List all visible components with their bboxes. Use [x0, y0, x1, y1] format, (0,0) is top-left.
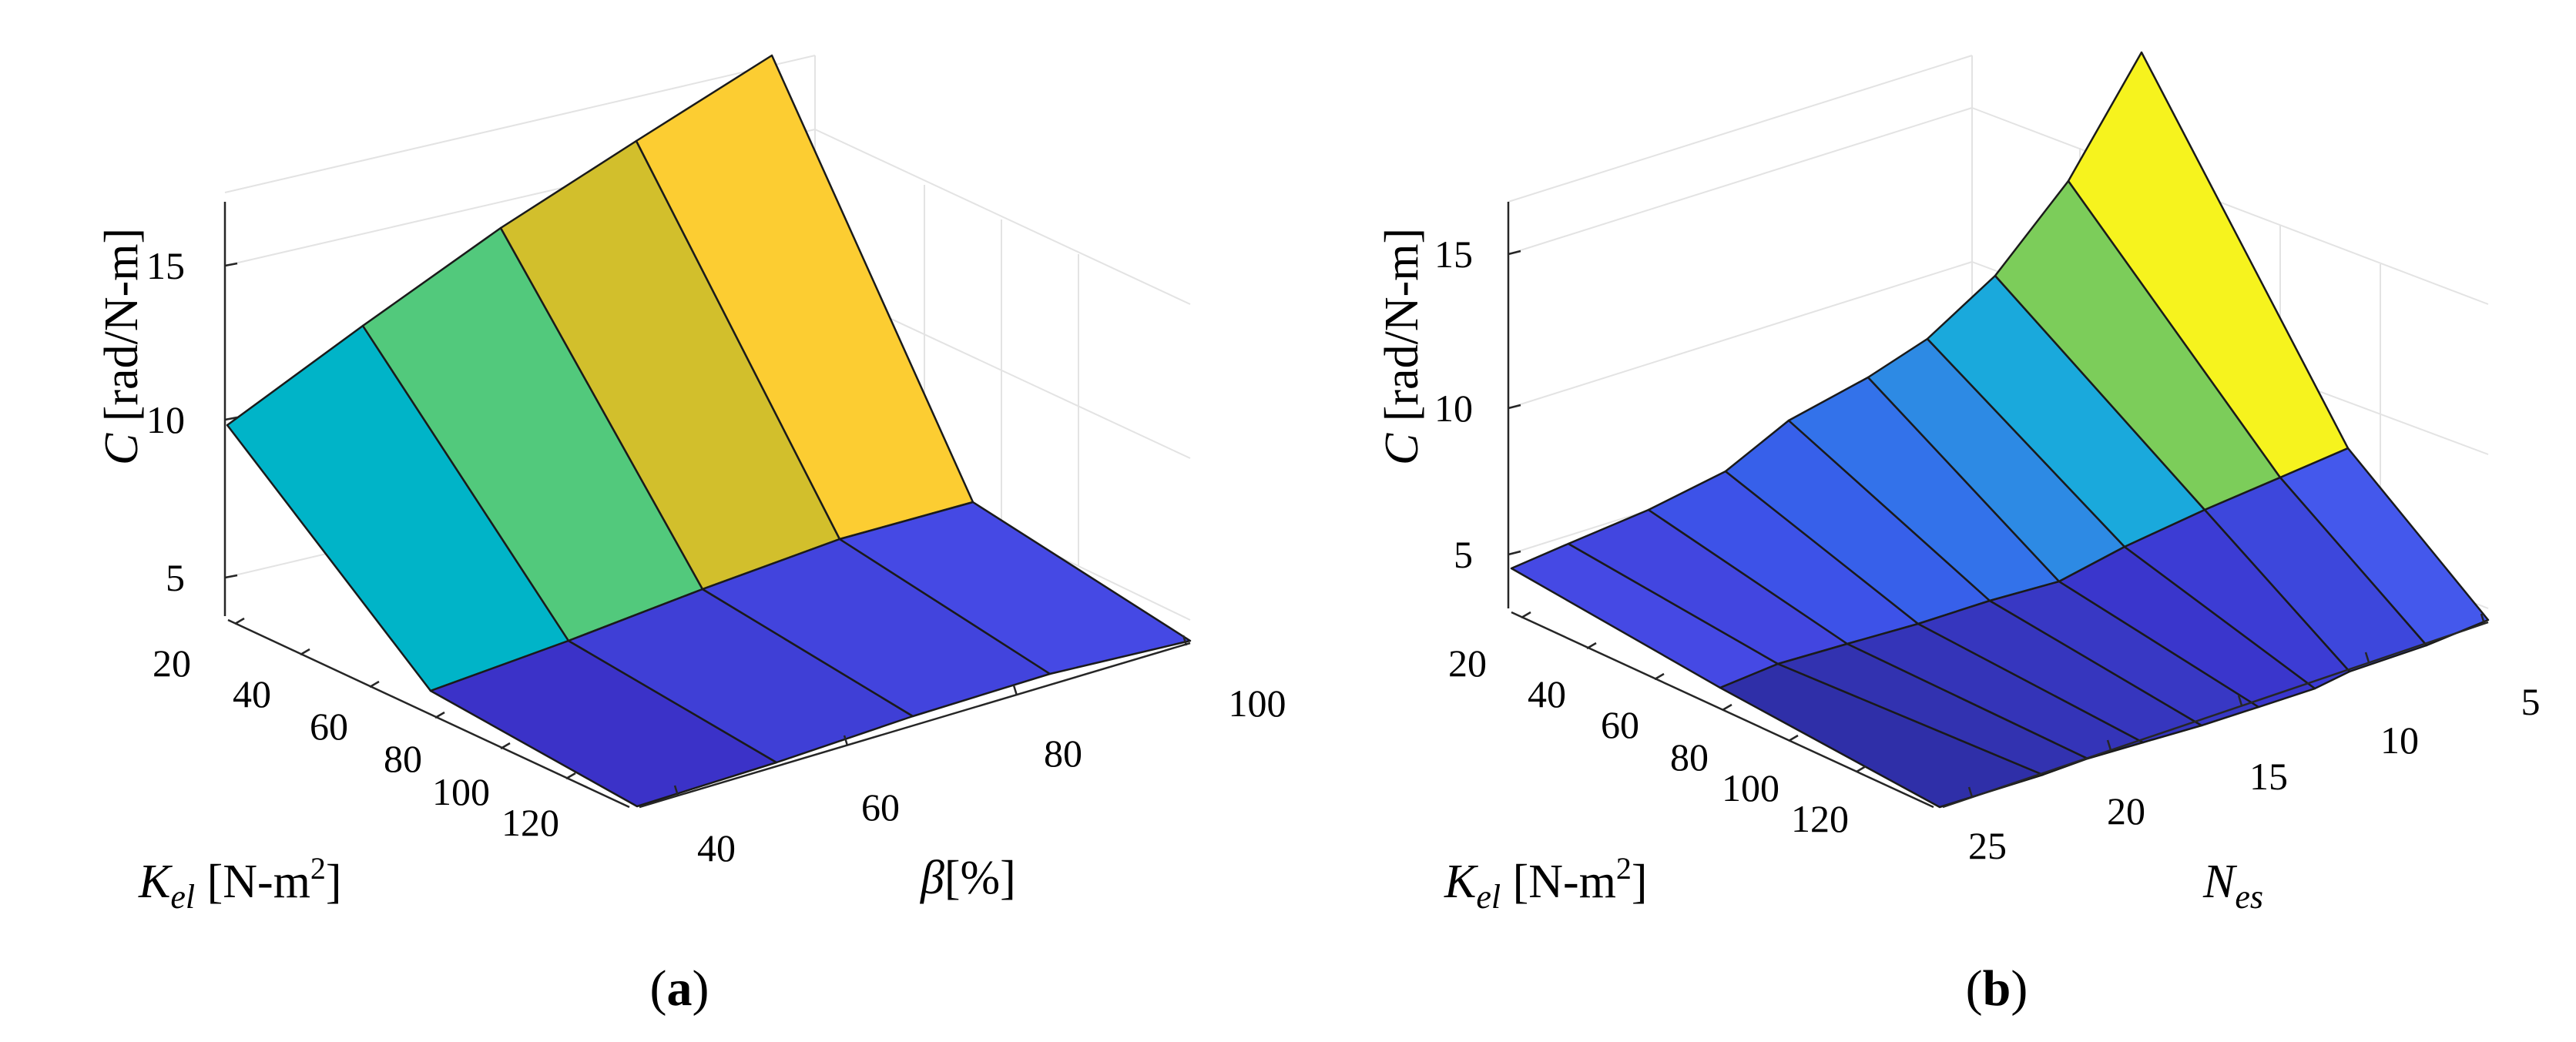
- panel-a-xtick: [234, 617, 245, 625]
- panel-a-x-axis: [227, 618, 630, 809]
- panel-a-xtick-label: 20: [153, 642, 191, 685]
- panel-b-ytick: [2480, 613, 2486, 625]
- panel-b-ztick-label: 5: [1454, 533, 1473, 576]
- panel-b-surface: [1510, 51, 2490, 809]
- panel-b-grid-line: [1508, 55, 1973, 203]
- panel-a-ytick: [1182, 635, 1188, 646]
- panel-a-xlabel: Kel [N-m2]: [138, 851, 342, 916]
- panel-b-ytick: [1967, 786, 1974, 798]
- panel-b-grid-line: [1508, 261, 1973, 409]
- panel-b-xtick: [1788, 734, 1799, 742]
- panel-b-zlabel: C [rad/N-m]: [1376, 228, 1428, 465]
- panel-a-ytick-label: 40: [697, 826, 736, 869]
- panel-a-surface: [226, 54, 1192, 808]
- panel-a-ytick: [673, 785, 679, 796]
- panel-a-ytick: [843, 735, 849, 746]
- panel-b-ylabel: Nes: [2202, 856, 2263, 916]
- panel-a-ztick-label: 5: [166, 556, 185, 599]
- panel-b-y-axis: [1942, 621, 2489, 809]
- panel-b-ytick-label: 15: [2249, 755, 2288, 798]
- panel-a-y-axis: [639, 642, 1191, 809]
- panel-b-ytick: [2237, 695, 2243, 706]
- panel-b-ztick: [1508, 404, 1521, 410]
- panel-a-ytick-label: 60: [861, 786, 900, 829]
- panel-b-label: (b): [1966, 960, 2028, 1017]
- panel-b-ytick-label: 10: [2380, 719, 2419, 762]
- panel-a-ztick-label: 10: [146, 398, 185, 441]
- panel-a-ztick: [224, 262, 238, 267]
- panel-b-ytick-label: 20: [2107, 789, 2145, 833]
- panel-b-axes: [1507, 202, 2489, 809]
- panel-a-xtick: [565, 772, 576, 780]
- panel-a-ytick-label: 80: [1044, 732, 1082, 775]
- panel-b-xtick-label: 120: [1791, 797, 1849, 840]
- panel-a-grid-line: [814, 129, 1191, 305]
- panel-a-ztick: [224, 574, 238, 579]
- panel-a-xtick-label: 80: [384, 737, 422, 780]
- panel-b-xtick: [1654, 672, 1665, 681]
- panel-a-xtick-label: 60: [310, 705, 348, 748]
- panel-b-grid-line: [1971, 107, 2489, 305]
- panel-b-xlabel: Kel [N-m2]: [1444, 851, 1648, 916]
- panel-b-ytick-label: 25: [1968, 824, 2007, 867]
- panel-b-ztick-label: 15: [1434, 233, 1473, 276]
- panel-b-ytick: [2364, 652, 2370, 663]
- panel-b-face-f7: [2123, 508, 2351, 690]
- panel-b-xtick-label: 20: [1448, 642, 1487, 685]
- panel-a-xtick-label: 100: [432, 770, 490, 813]
- panel-a-xtick: [300, 648, 310, 656]
- panel-b-xtick-label: 60: [1601, 703, 1639, 746]
- panel-b-xtick-label: 40: [1528, 672, 1566, 715]
- panel-a: 15 10 5 20 40 60 80 100 120 40 60 80 100…: [96, 54, 1286, 1017]
- panel-a-ztick-label: 15: [146, 244, 185, 287]
- panel-a-face-f4: [838, 501, 1192, 675]
- panel-b-xtick-label: 80: [1670, 735, 1709, 779]
- panel-a-ytick: [1012, 685, 1018, 696]
- panel-a-zlabel: C [rad/N-m]: [96, 228, 148, 465]
- panel-b-xtick: [1521, 611, 1531, 619]
- panel-b-xtick: [1856, 765, 1867, 773]
- panel-a-ytick-label: 100: [1229, 682, 1286, 725]
- panel-b-ytick-label: 5: [2521, 680, 2541, 723]
- panel-b-ztick: [1508, 250, 1521, 256]
- panel-b: 15 10 5 20 40 60 80 100 120 5 10 15 20 2…: [1376, 51, 2541, 1017]
- panel-a-grid-line: [224, 55, 816, 193]
- panel-a-ylabel: β[%]: [920, 852, 1016, 904]
- panel-a-xtick: [369, 680, 380, 689]
- panel-a-xtick-label: 120: [501, 801, 559, 844]
- panel-b-xtick-label: 100: [1722, 766, 1779, 809]
- panel-a-axes: [223, 202, 1191, 809]
- panel-b-grid-line: [1508, 107, 1973, 255]
- panel-a-xtick: [500, 742, 511, 750]
- panel-b-ytick: [2106, 739, 2112, 751]
- panel-b-ztick-label: 10: [1434, 387, 1473, 430]
- panel-a-ztick: [224, 416, 238, 421]
- panel-a-label: (a): [650, 960, 709, 1017]
- panel-b-ztick: [1508, 550, 1521, 556]
- panel-b-xtick: [1722, 703, 1732, 712]
- panel-b-xtick: [1586, 642, 1597, 650]
- panel-a-xtick: [434, 711, 445, 719]
- panel-a-xtick-label: 40: [233, 672, 271, 715]
